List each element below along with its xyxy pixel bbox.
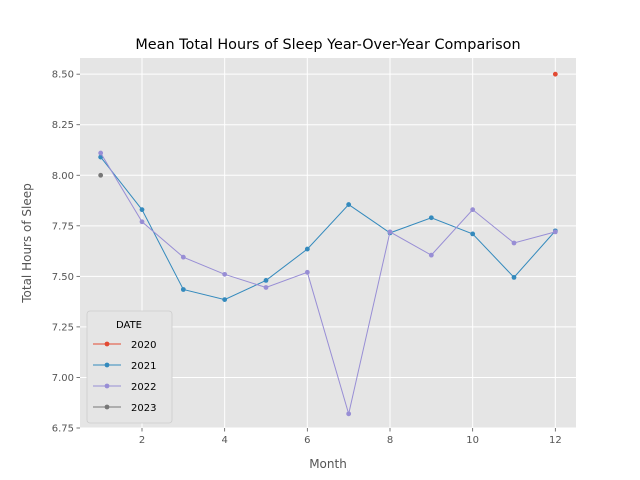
data-point xyxy=(98,150,104,156)
legend-marker-2020 xyxy=(104,341,110,347)
x-tick-label: 8 xyxy=(387,435,393,446)
x-tick-label: 6 xyxy=(304,435,310,446)
data-point xyxy=(552,71,558,77)
data-point xyxy=(428,215,434,221)
data-point xyxy=(222,271,228,277)
y-tick-label: 7.00 xyxy=(52,373,74,384)
series-2022 xyxy=(98,150,558,417)
data-point xyxy=(346,202,352,207)
data-point xyxy=(139,219,145,225)
data-point xyxy=(511,240,517,246)
chart-title: Mean Total Hours of Sleep Year-Over-Year… xyxy=(135,37,520,53)
data-point xyxy=(222,297,228,303)
series-2021 xyxy=(98,154,558,303)
y-axis-title: Total Hours of Sleep xyxy=(20,183,34,304)
y-tick-label: 7.75 xyxy=(52,221,74,232)
data-point xyxy=(511,274,517,280)
data-point xyxy=(263,278,269,283)
legend-label-2022: 2022 xyxy=(131,382,156,393)
data-point xyxy=(428,252,434,258)
data-point xyxy=(304,246,310,252)
series-2023 xyxy=(98,172,104,178)
data-point xyxy=(180,254,186,260)
data-point xyxy=(180,287,186,292)
legend-title: DATE xyxy=(116,320,142,331)
data-point xyxy=(263,285,269,290)
legend-marker-2022 xyxy=(104,383,110,389)
legend-label-2020: 2020 xyxy=(131,340,156,351)
y-tick-label: 8.50 xyxy=(52,70,74,81)
data-point xyxy=(98,172,104,178)
series-line-2021 xyxy=(100,156,556,301)
y-tick-label: 8.25 xyxy=(52,120,74,131)
x-tick-label: 2 xyxy=(139,435,145,446)
series-line-2022 xyxy=(100,152,556,416)
series-2020 xyxy=(552,71,558,77)
data-point xyxy=(552,229,558,235)
data-point xyxy=(346,411,352,417)
data-point xyxy=(139,207,145,213)
y-tick-label: 7.50 xyxy=(52,272,74,283)
legend-marker-2021 xyxy=(104,362,110,368)
legend-label-2023: 2023 xyxy=(131,403,156,414)
legend-label-2021: 2021 xyxy=(131,361,156,372)
y-tick-label: 7.25 xyxy=(52,322,74,333)
y-tick-label: 6.75 xyxy=(52,424,74,435)
data-point xyxy=(470,207,476,213)
x-tick-label: 4 xyxy=(221,435,227,446)
x-tick-label: 10 xyxy=(466,435,479,446)
x-axis-ticks: 2 4 6 8 10 12 xyxy=(139,428,562,446)
x-axis-title: Month xyxy=(309,457,347,471)
data-point xyxy=(387,229,393,235)
series-group xyxy=(98,71,558,417)
data-point xyxy=(470,231,476,237)
x-tick-label: 12 xyxy=(549,435,562,446)
legend-marker-2023 xyxy=(104,404,110,410)
legend: DATE 2020 2021 2022 2023 xyxy=(86,310,173,424)
y-tick-label: 8.00 xyxy=(52,171,74,182)
legend-box xyxy=(86,310,173,424)
data-point xyxy=(304,269,310,275)
y-axis-ticks: 6.75 7.00 7.25 7.50 7.75 8.00 8.25 8.50 xyxy=(52,70,80,435)
